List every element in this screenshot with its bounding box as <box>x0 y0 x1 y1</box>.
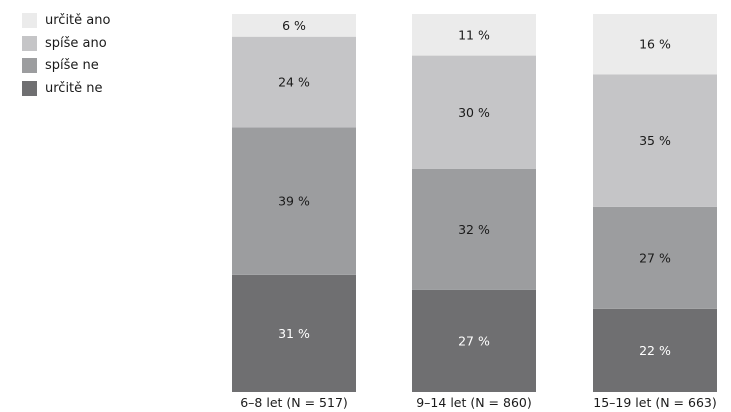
data-label: 31 % <box>278 326 310 341</box>
legend-label: určitě ano <box>45 13 111 28</box>
category-label: 9–14 let (N = 860) <box>416 395 532 410</box>
data-label: 35 % <box>639 133 671 148</box>
category-label: 15–19 let (N = 663) <box>593 395 716 410</box>
bar-segment <box>232 36 356 128</box>
data-label: 27 % <box>639 250 671 265</box>
bar-segment <box>593 14 717 75</box>
data-label: 30 % <box>458 105 490 120</box>
bar-segment <box>593 206 717 309</box>
data-label: 16 % <box>639 37 671 52</box>
bar-segment <box>412 55 536 169</box>
legend-label: určitě ne <box>45 80 103 96</box>
bar-segment <box>412 289 536 392</box>
bar-segment <box>412 14 536 56</box>
legend-swatch <box>22 13 37 28</box>
bar-segment <box>232 274 356 392</box>
legend-label: spíše ano <box>45 35 107 51</box>
data-label: 27 % <box>458 333 490 348</box>
legend-swatch <box>22 35 37 51</box>
legend-swatch <box>22 80 37 96</box>
bar-segment <box>412 168 536 290</box>
bar-segment <box>593 74 717 207</box>
data-label: 32 % <box>458 222 490 237</box>
legend: určitě ano spíše ano spíše ne určitě ne <box>22 11 110 101</box>
legend-label: spíše ne <box>45 58 99 73</box>
legend-swatch <box>22 58 37 73</box>
legend-item-urcite-ano: určitě ano <box>22 11 110 30</box>
data-label: 11 % <box>458 27 490 42</box>
data-label: 22 % <box>639 343 671 358</box>
bar-segment <box>593 308 717 392</box>
category-label: 6–8 let (N = 517) <box>240 395 348 410</box>
legend-item-spise-ano: spíše ano <box>22 34 110 53</box>
data-label: 24 % <box>278 75 310 90</box>
data-label: 39 % <box>278 194 310 209</box>
legend-item-spise-ne: spíše ne <box>22 56 110 75</box>
legend-item-urcite-ne: určitě ne <box>22 79 110 98</box>
bar-segment <box>232 127 356 275</box>
data-label: 6 % <box>282 18 306 33</box>
bar-segment <box>232 14 356 37</box>
